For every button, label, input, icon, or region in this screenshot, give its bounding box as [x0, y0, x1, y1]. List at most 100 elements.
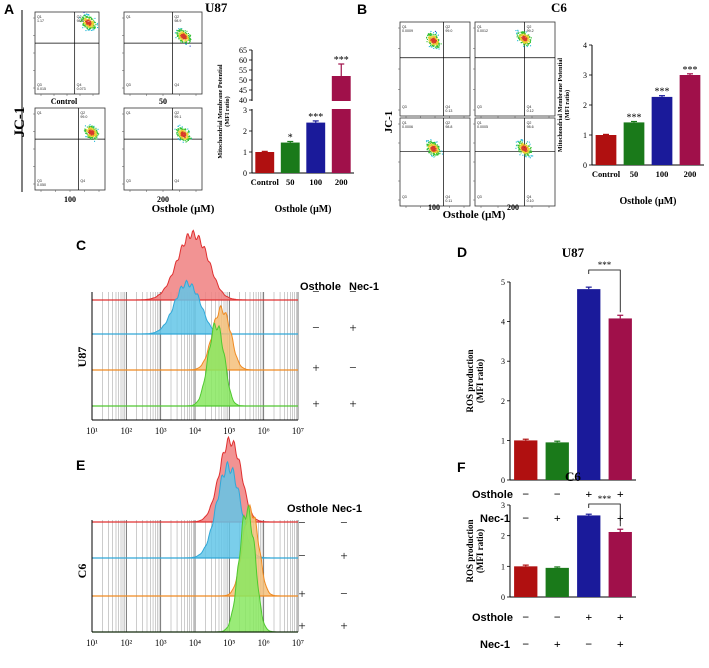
bar-2: [545, 567, 569, 597]
event-dot: [432, 43, 434, 45]
event-dot: [428, 39, 430, 41]
bar-1: [255, 152, 275, 173]
event-dot: [87, 134, 89, 136]
event-dot: [519, 37, 521, 39]
event-dot: [430, 143, 432, 145]
event-dot: [86, 23, 88, 25]
event-dot: [90, 25, 92, 27]
event-dot: [90, 134, 92, 136]
event-dot: [180, 131, 182, 133]
event-dot: [84, 14, 86, 16]
event-dot: [521, 150, 523, 152]
event-dot: [186, 134, 188, 136]
event-dot: [529, 37, 531, 39]
event-dot: [524, 149, 526, 151]
event-dot: [82, 24, 84, 26]
event-dot: [516, 32, 518, 34]
event-dot: [180, 132, 182, 134]
event-dot: [188, 136, 190, 138]
event-dot: [183, 34, 185, 36]
event-dot: [93, 25, 95, 27]
event-dot: [84, 19, 86, 21]
bar-4: [608, 318, 632, 480]
event-dot: [431, 33, 433, 35]
event-dot: [432, 45, 434, 47]
event-dot: [87, 20, 89, 22]
event-dot: [436, 147, 438, 149]
y-tick-label: 5: [501, 278, 505, 287]
event-dot: [526, 44, 528, 46]
event-dot: [189, 39, 191, 41]
event-dot: [91, 24, 93, 26]
event-dot: [437, 42, 439, 44]
y-tick-label: 40: [239, 96, 247, 105]
event-dot: [526, 146, 528, 148]
event-dot: [433, 32, 435, 34]
event-dot: [523, 34, 525, 36]
event-dot: [181, 127, 183, 129]
event-dot: [94, 132, 96, 134]
event-dot: [437, 151, 439, 153]
event-dot: [92, 126, 94, 128]
event-dot: [515, 145, 517, 147]
event-dot: [434, 41, 436, 43]
event-dot: [186, 136, 188, 138]
event-dot: [188, 37, 190, 39]
event-dot: [94, 129, 96, 131]
event-dot: [188, 137, 190, 139]
panel-c-condition-signs: − − − + + − + +: [312, 284, 356, 411]
event-dot: [524, 44, 526, 46]
event-dot: [182, 30, 184, 32]
event-dot: [524, 39, 526, 41]
event-dot: [433, 156, 435, 158]
event-dot: [427, 33, 429, 35]
event-dot: [523, 41, 525, 43]
event-dot: [519, 34, 521, 36]
event-dot: [180, 133, 182, 135]
event-dot: [433, 40, 435, 42]
event-dot: [525, 147, 527, 149]
event-dot: [430, 39, 432, 41]
event-dot: [517, 146, 519, 148]
event-dot: [527, 146, 529, 148]
event-dot: [430, 45, 432, 47]
event-dot: [518, 32, 520, 34]
event-dot: [436, 152, 438, 154]
event-dot: [432, 146, 434, 148]
condition-sign: −: [522, 637, 529, 651]
event-dot: [184, 34, 186, 36]
event-dot: [89, 21, 91, 23]
event-dot: [88, 129, 90, 131]
event-dot: [92, 26, 94, 28]
event-dot: [179, 139, 181, 141]
event-dot: [430, 38, 432, 40]
quadrant-q3-label: Q3: [402, 195, 407, 199]
event-dot: [530, 45, 532, 47]
event-dot: [523, 148, 525, 150]
event-dot: [89, 27, 91, 29]
event-dot: [430, 147, 432, 149]
event-dot: [94, 17, 96, 19]
event-dot: [93, 20, 95, 22]
event-dot: [519, 154, 521, 156]
quadrant-q1-label: Q1: [477, 121, 482, 125]
event-dot: [525, 150, 527, 152]
panel-d-letter: D: [457, 244, 467, 260]
event-dot: [89, 135, 91, 137]
event-dot: [184, 134, 186, 136]
event-dot: [86, 21, 88, 23]
quadrant-q3-label: Q3: [477, 105, 482, 109]
histogram-x-tick-label: 10⁵: [223, 426, 235, 436]
event-dot: [180, 135, 182, 137]
event-dot: [524, 146, 526, 148]
event-dot: [95, 133, 97, 135]
event-dot: [85, 30, 87, 32]
event-dot: [188, 36, 190, 38]
event-dot: [436, 144, 438, 146]
quadrant-q1-value: 0.0005: [477, 125, 488, 129]
panel-f: F 0 1 2 3 *** C6 ROS production(MFI ratio) Osth…: [457, 459, 636, 651]
event-dot: [95, 136, 97, 138]
event-dot: [523, 46, 525, 48]
event-dot: [187, 138, 189, 140]
event-dot: [84, 26, 86, 28]
